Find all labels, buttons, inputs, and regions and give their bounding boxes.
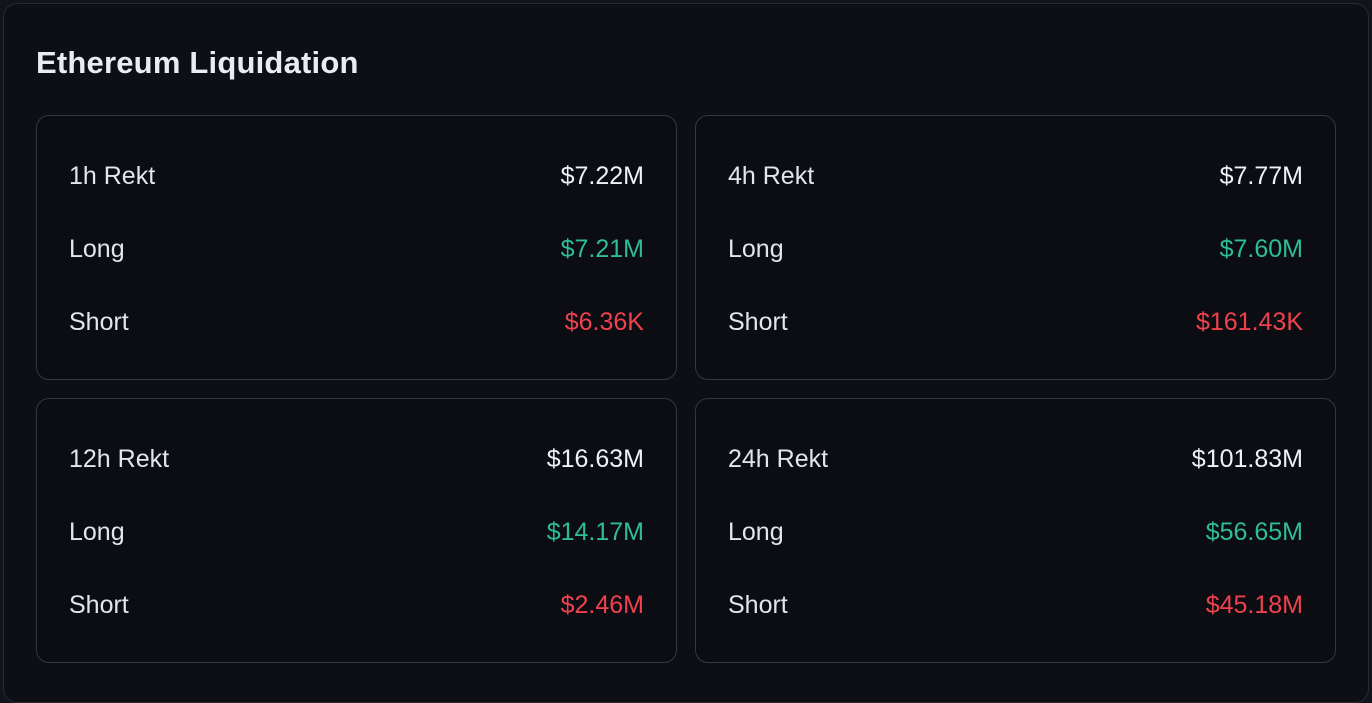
liquidation-card-4h: 4h Rekt $7.77M Long $7.60M Short $161.43… [695,115,1336,380]
short-label: Short [728,308,788,336]
rekt-label: 4h Rekt [728,162,815,190]
long-row: Long $7.60M [728,234,1303,264]
short-label: Short [728,591,788,619]
short-row: Short $45.18M [728,590,1303,620]
short-label: Short [69,308,129,336]
long-row: Long $56.65M [728,517,1303,547]
rekt-label: 12h Rekt [69,445,170,473]
rekt-row: 4h Rekt $7.77M [728,161,1303,191]
rekt-value: $7.77M [1219,162,1303,190]
long-value: $56.65M [1205,518,1303,546]
long-label: Long [728,518,784,546]
short-label: Short [69,591,129,619]
page-title: Ethereum Liquidation [36,45,359,80]
rekt-label: 1h Rekt [69,162,156,190]
long-value: $14.17M [546,518,644,546]
liquidation-card-24h: 24h Rekt $101.83M Long $56.65M Short $45… [695,398,1336,663]
long-label: Long [69,235,125,263]
liquidation-cards-grid: 1h Rekt $7.22M Long $7.21M Short $6.36K … [36,115,1336,663]
long-value: $7.60M [1219,235,1303,263]
rekt-value: $101.83M [1191,445,1303,473]
ethereum-liquidation-panel: Ethereum Liquidation 1h Rekt $7.22M Long… [3,3,1369,703]
rekt-row: 24h Rekt $101.83M [728,444,1303,474]
rekt-label: 24h Rekt [728,445,829,473]
rekt-row: 12h Rekt $16.63M [69,444,644,474]
short-value: $45.18M [1205,591,1303,619]
short-value: $2.46M [560,591,644,619]
long-value: $7.21M [560,235,644,263]
liquidation-card-12h: 12h Rekt $16.63M Long $14.17M Short $2.4… [36,398,677,663]
short-row: Short $6.36K [69,307,644,337]
short-row: Short $161.43K [728,307,1303,337]
long-label: Long [69,518,125,546]
long-row: Long $14.17M [69,517,644,547]
long-label: Long [728,235,784,263]
short-value: $161.43K [1195,308,1303,336]
rekt-row: 1h Rekt $7.22M [69,161,644,191]
short-value: $6.36K [564,308,644,336]
long-row: Long $7.21M [69,234,644,264]
short-row: Short $2.46M [69,590,644,620]
rekt-value: $16.63M [546,445,644,473]
liquidation-card-1h: 1h Rekt $7.22M Long $7.21M Short $6.36K [36,115,677,380]
rekt-value: $7.22M [560,162,644,190]
